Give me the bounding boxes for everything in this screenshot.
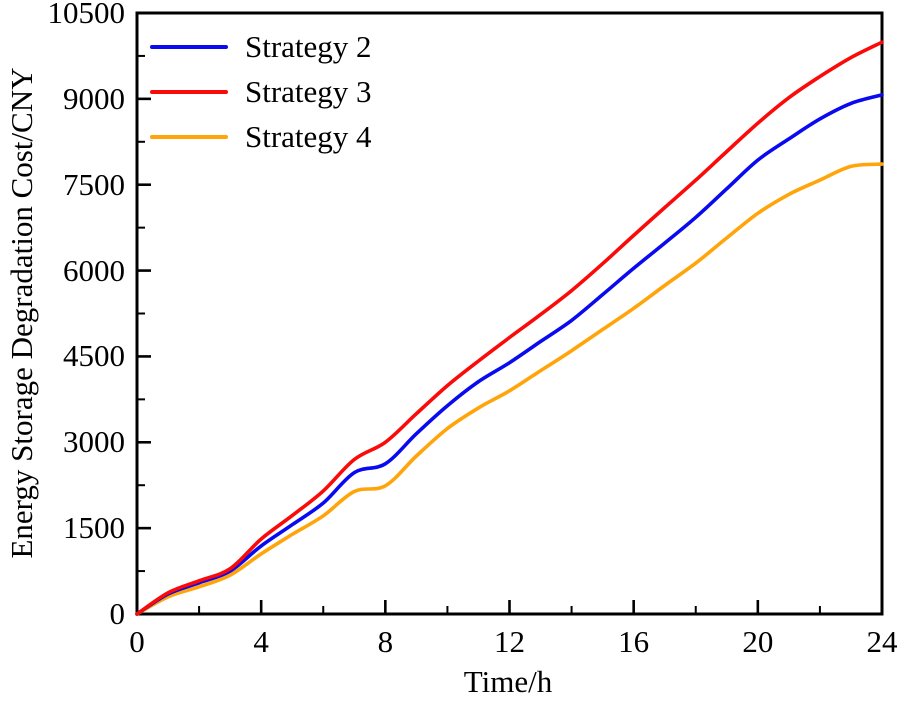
x-tick-label: 0 bbox=[129, 624, 145, 659]
series-line-strategy-3 bbox=[135, 40, 884, 616]
x-tick-label: 4 bbox=[253, 624, 269, 659]
legend-item-strategy-4: Strategy 4 bbox=[150, 114, 372, 159]
legend-label-strategy-3: Strategy 3 bbox=[245, 74, 372, 109]
x-tick-label: 20 bbox=[742, 624, 774, 659]
legend-label-strategy-4: Strategy 4 bbox=[245, 119, 372, 154]
y-tick-label: 7500 bbox=[63, 166, 125, 202]
legend-item-strategy-3: Strategy 3 bbox=[150, 69, 372, 114]
plot-frame bbox=[135, 11, 884, 616]
y-tick-label: 0 bbox=[109, 596, 126, 631]
x-tick-label: 24 bbox=[866, 624, 898, 659]
y-tick-label: 10500 bbox=[47, 0, 126, 30]
x-axis-title: Time/h bbox=[463, 664, 553, 699]
legend-line-swatch-strategy-2 bbox=[150, 44, 228, 49]
y-tick-label: 4500 bbox=[63, 338, 125, 374]
legend-line-swatch-strategy-4 bbox=[150, 134, 228, 139]
y-tick-label: 1500 bbox=[63, 510, 125, 546]
y-tick-label: 9000 bbox=[63, 80, 125, 116]
legend: Strategy 2 Strategy 3 Strategy 4 bbox=[150, 24, 372, 159]
y-tick-label: 3000 bbox=[63, 424, 125, 460]
y-axis-title: Energy Storage Degradation Cost/CNY bbox=[4, 67, 39, 559]
legend-line-swatch-strategy-3 bbox=[150, 89, 228, 94]
legend-label-strategy-2: Strategy 2 bbox=[245, 29, 372, 64]
series-line-strategy-4 bbox=[135, 162, 884, 616]
legend-item-strategy-2: Strategy 2 bbox=[150, 24, 372, 69]
x-tick-label: 8 bbox=[377, 624, 394, 659]
y-tick-label: 6000 bbox=[63, 252, 125, 288]
x-tick-label: 12 bbox=[494, 624, 525, 659]
series-line-strategy-2 bbox=[135, 93, 884, 616]
x-tick-label: 16 bbox=[618, 624, 650, 659]
